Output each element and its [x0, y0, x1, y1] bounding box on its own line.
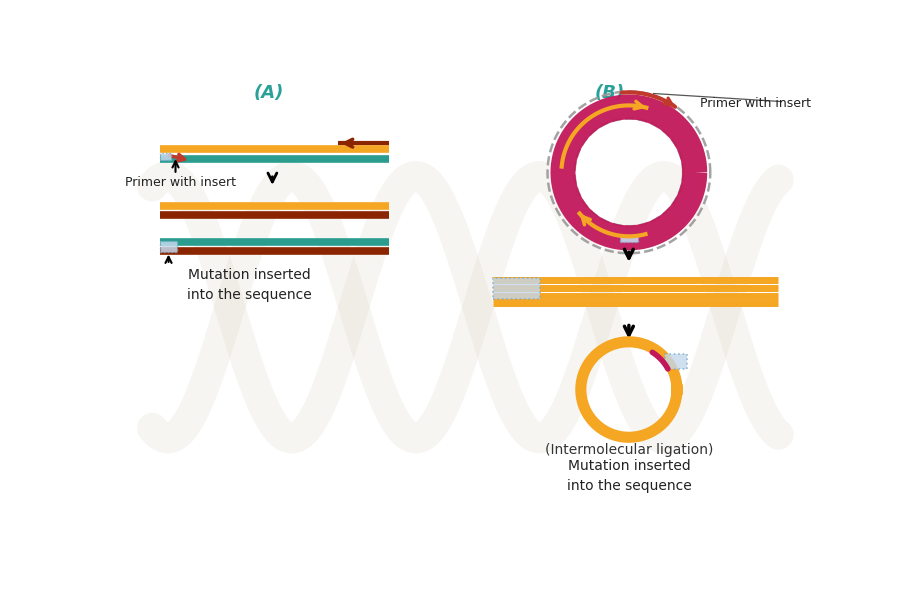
Text: Mutation inserted
into the sequence: Mutation inserted into the sequence [187, 268, 311, 303]
Text: (Intermolecular ligation): (Intermolecular ligation) [545, 443, 713, 457]
Text: (A): (A) [253, 84, 283, 102]
FancyBboxPatch shape [160, 241, 177, 252]
Text: Mutation inserted
into the sequence: Mutation inserted into the sequence [567, 459, 691, 493]
FancyBboxPatch shape [666, 354, 686, 369]
FancyBboxPatch shape [493, 278, 539, 300]
Text: Primer with insert: Primer with insert [125, 176, 236, 189]
FancyBboxPatch shape [619, 235, 638, 242]
Text: (B): (B) [595, 84, 625, 102]
FancyBboxPatch shape [160, 153, 171, 160]
Text: Primer with insert: Primer with insert [700, 97, 811, 110]
